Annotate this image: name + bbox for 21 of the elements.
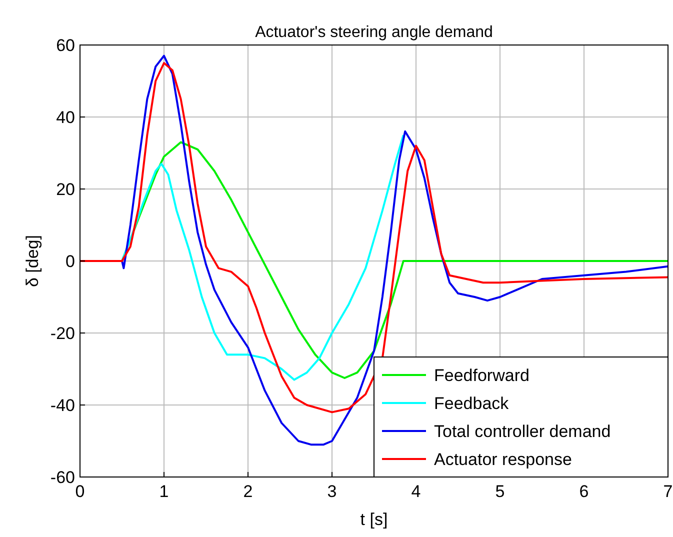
x-tick-label: 6 [579,482,589,501]
legend-label: Actuator response [434,450,572,469]
y-tick-label: 20 [56,180,75,199]
chart-title: Actuator's steering angle demand [255,24,493,41]
y-tick-label: -20 [50,324,75,343]
y-tick-label: 40 [56,108,75,127]
y-tick-label: 0 [66,252,75,271]
x-tick-label: 1 [159,482,169,501]
x-tick-label: 5 [495,482,505,501]
x-axis-title: t [s] [360,510,388,529]
x-tick-label: 3 [327,482,337,501]
legend-label: Feedback [434,394,510,413]
x-tick-label: 4 [411,482,421,501]
y-tick-label: -60 [50,468,75,487]
legend-label: Feedforward [434,366,530,385]
x-tick-label: 7 [663,482,673,501]
x-tick-label: 2 [243,482,253,501]
y-tick-label: 60 [56,36,75,55]
y-axis-title: δ [deg] [23,235,42,287]
legend-label: Total controller demand [434,422,611,441]
y-tick-label: -40 [50,396,75,415]
